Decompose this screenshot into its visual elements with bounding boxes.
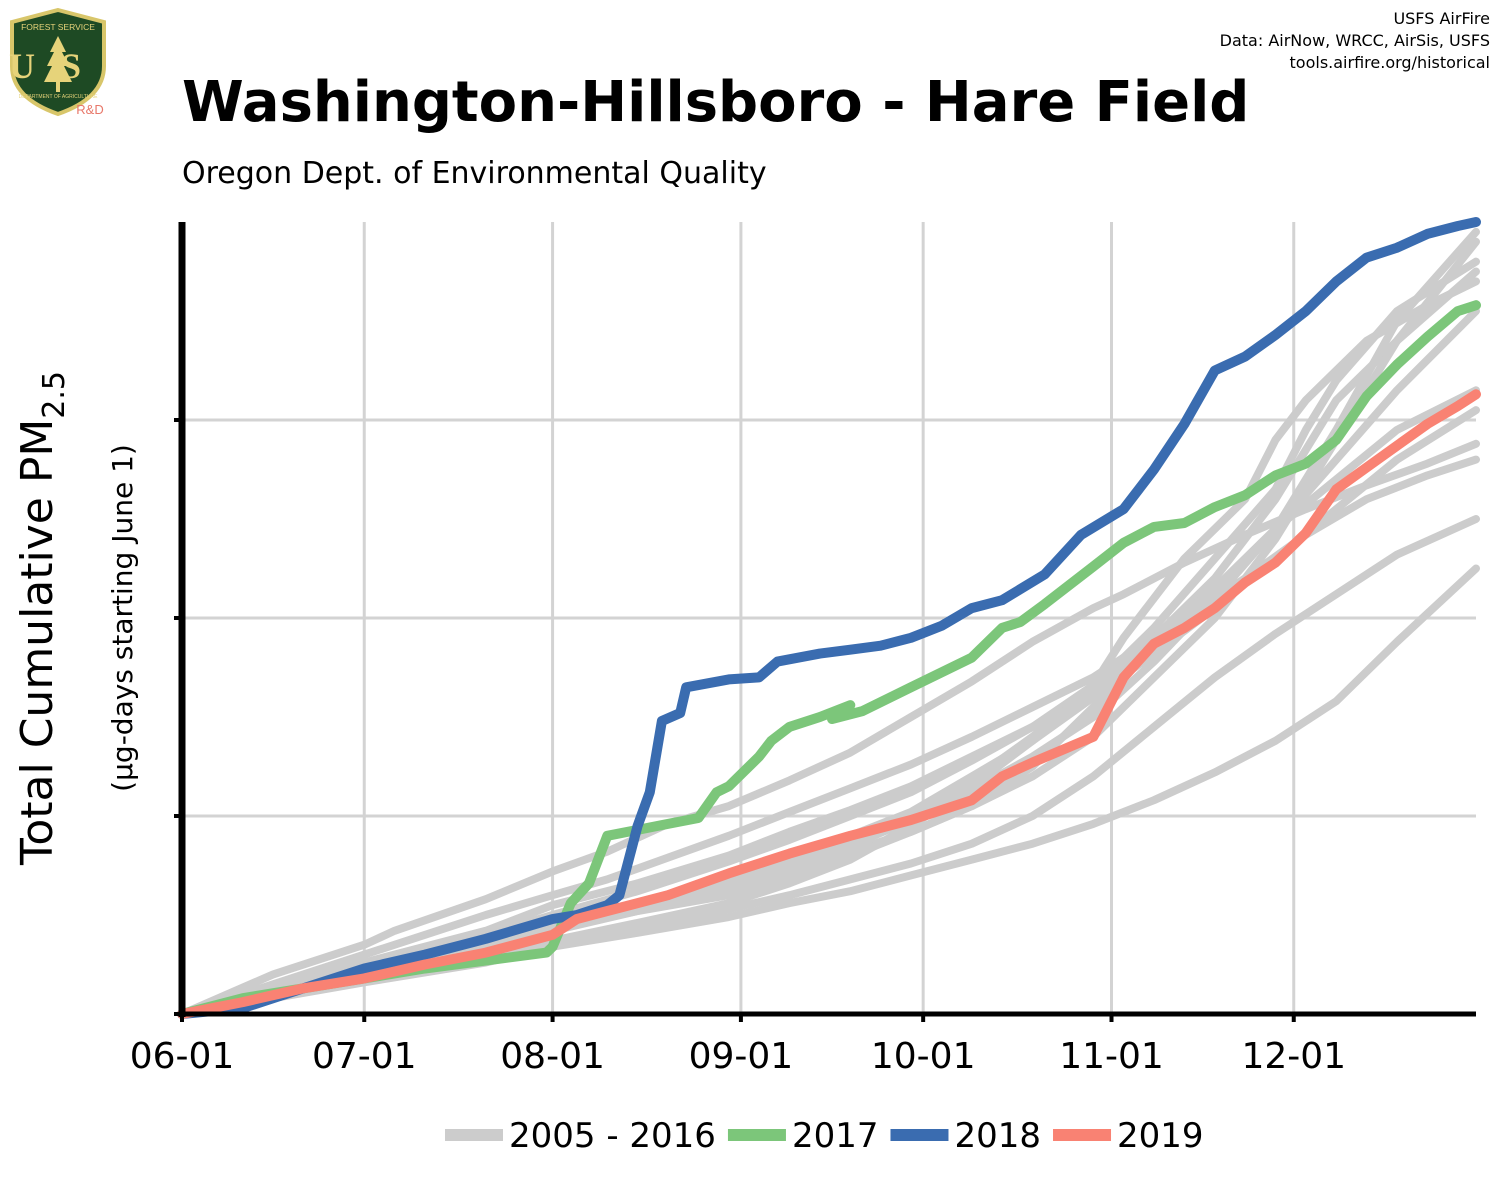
legend-label: 2017 [792, 1116, 879, 1156]
page-title: Washington-Hillsboro - Hare Field [182, 70, 1250, 135]
x-tick-label: 11-01 [1059, 1036, 1164, 1077]
y-axis-label: Total Cumulative PM2.5 (µg-days starting … [12, 371, 139, 866]
series-line-2005-2016 [178, 257, 1480, 1018]
x-tick-label: 09-01 [689, 1036, 794, 1077]
legend-item: 2005 - 2016 [445, 1116, 716, 1156]
logo-top-text: FOREST SERVICE [21, 22, 95, 32]
series-line-2017 [177, 300, 1481, 1019]
series-line-2019 [177, 389, 1481, 1019]
page-subtitle: Oregon Dept. of Environmental Quality [182, 156, 767, 191]
axes [174, 222, 1476, 1022]
legend: 2005 - 2016 2017 2018 2019 [445, 1116, 1204, 1156]
credit-line: USFS AirFire [1393, 9, 1490, 28]
legend-label: 2005 - 2016 [509, 1116, 716, 1156]
series-line-2005-2016 [178, 267, 1480, 1018]
legend-label: 2018 [954, 1116, 1041, 1156]
credit-line: Data: AirNow, WRCC, AirSis, USFS [1219, 31, 1490, 50]
usfs-logo: US FOREST SERVICE DEPARTMENT OF AGRICULT… [8, 7, 108, 118]
logo-letters: US [9, 46, 107, 86]
y-axis-units: (µg-days starting June 1) [106, 444, 139, 792]
legend-item: 2019 [1053, 1116, 1204, 1156]
tree-icon [44, 36, 72, 92]
series-line-2005-2016 [178, 307, 1480, 1018]
legend-item: 2017 [727, 1116, 879, 1156]
x-tick-label: 06-01 [130, 1036, 235, 1077]
credits: USFS AirFire Data: AirNow, WRCC, AirSis,… [1220, 8, 1490, 74]
x-tick-labels: 06-01 07-01 08-01 09-01 10-01 11-01 12-01 [130, 1036, 1346, 1077]
background-series [178, 227, 1480, 1018]
legend-item: 2018 [890, 1116, 1041, 1156]
x-tick-label: 10-01 [871, 1036, 976, 1077]
x-tick-label: 08-01 [500, 1036, 605, 1077]
legend-label: 2019 [1117, 1116, 1204, 1156]
y-axis-title: Total Cumulative PM2.5 [12, 371, 72, 866]
x-tick-label: 07-01 [312, 1036, 417, 1077]
series-line-2018 [177, 217, 1481, 1019]
rd-badge: R&D [76, 102, 103, 117]
credit-line: tools.airfire.org/historical [1289, 53, 1490, 72]
x-tick-label: 12-01 [1241, 1036, 1346, 1077]
highlight-series [177, 217, 1481, 1019]
logo-bottom-text: DEPARTMENT OF AGRICULTURE [19, 94, 98, 100]
